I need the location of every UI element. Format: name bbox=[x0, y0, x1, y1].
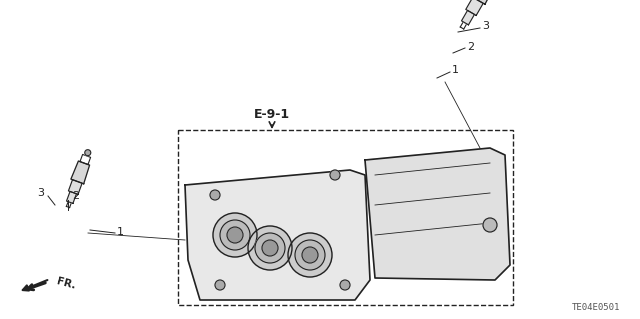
Text: 1: 1 bbox=[117, 227, 124, 237]
Circle shape bbox=[255, 233, 285, 263]
Text: 3: 3 bbox=[37, 188, 44, 198]
Circle shape bbox=[248, 226, 292, 270]
Polygon shape bbox=[71, 161, 90, 184]
Polygon shape bbox=[68, 180, 82, 194]
Circle shape bbox=[330, 170, 340, 180]
Circle shape bbox=[483, 218, 497, 232]
Polygon shape bbox=[185, 170, 370, 300]
Text: 2: 2 bbox=[72, 191, 79, 201]
Circle shape bbox=[215, 280, 225, 290]
Polygon shape bbox=[461, 11, 474, 25]
Circle shape bbox=[220, 220, 250, 250]
Circle shape bbox=[227, 227, 243, 243]
Text: FR.: FR. bbox=[55, 277, 76, 291]
Polygon shape bbox=[471, 0, 495, 4]
Polygon shape bbox=[365, 148, 510, 280]
Text: 1: 1 bbox=[452, 65, 459, 75]
Polygon shape bbox=[67, 191, 76, 204]
Circle shape bbox=[302, 247, 318, 263]
Polygon shape bbox=[466, 0, 483, 15]
Circle shape bbox=[84, 150, 91, 156]
Circle shape bbox=[210, 190, 220, 200]
Text: 3: 3 bbox=[482, 21, 489, 31]
Circle shape bbox=[295, 240, 325, 270]
Text: 2: 2 bbox=[467, 42, 474, 52]
Circle shape bbox=[213, 213, 257, 257]
Text: TE04E0501: TE04E0501 bbox=[572, 303, 620, 313]
Circle shape bbox=[340, 280, 350, 290]
Text: E-9-1: E-9-1 bbox=[254, 108, 290, 122]
Circle shape bbox=[288, 233, 332, 277]
Circle shape bbox=[262, 240, 278, 256]
